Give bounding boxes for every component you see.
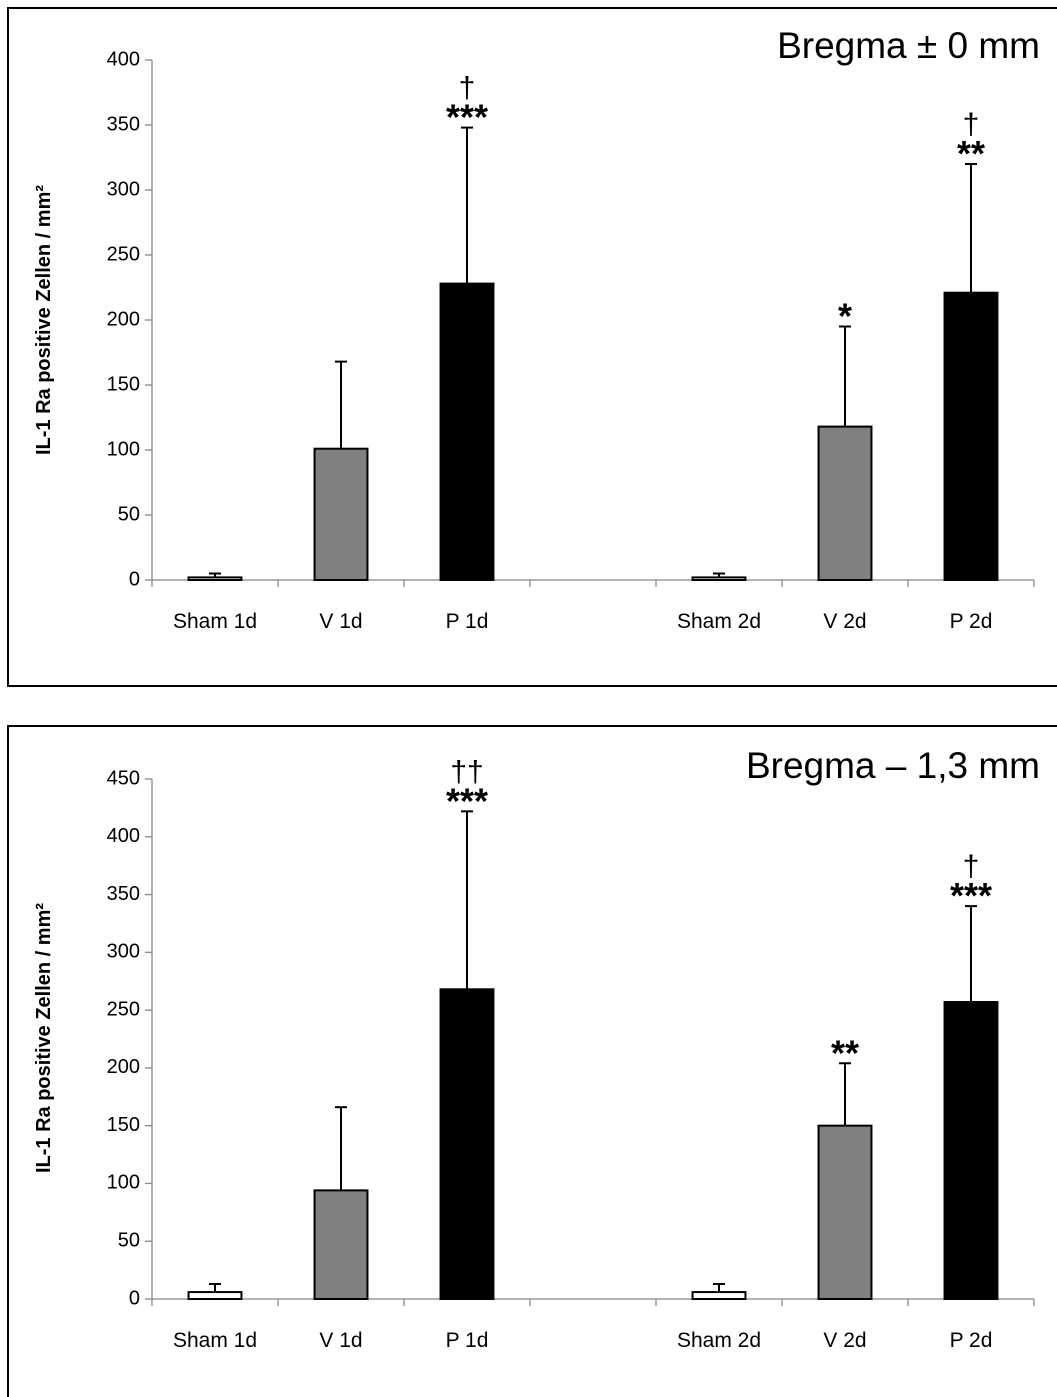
bar	[817, 1124, 873, 1300]
x-tick-label: V 1d	[319, 1329, 362, 1352]
y-tick-label: 100	[107, 438, 140, 460]
chart-frame	[7, 725, 1057, 1397]
chart-panel-bottom: 0 50 100 150 200 250 300 350 400 450 IL-1 Ra posit…	[0, 720, 1057, 1397]
y-tick-label: 400	[107, 825, 140, 847]
significance-dagger: †	[459, 72, 476, 105]
significance-stars: ***	[446, 97, 488, 138]
chart-title: Bregma – 1,3 mm	[746, 745, 1040, 786]
bar	[187, 1291, 243, 1300]
y-tick-label: 150	[107, 373, 140, 395]
x-tick-label: Sham 2d	[677, 610, 761, 633]
x-tick-label: Sham 1d	[173, 1329, 257, 1352]
y-tick-label: 200	[107, 1056, 140, 1078]
x-tick-label: V 1d	[319, 610, 362, 633]
x-tick-label: P 2d	[950, 1329, 993, 1352]
y-tick-label: 250	[107, 243, 140, 265]
bar	[691, 576, 747, 582]
x-tick-label: Sham 1d	[173, 610, 257, 633]
significance-stars: **	[957, 133, 985, 174]
y-tick-label: 0	[129, 1287, 140, 1309]
significance-dagger: †	[963, 850, 980, 883]
x-tick-label: V 2d	[823, 610, 866, 633]
chart-title: Bregma ± 0 mm	[777, 25, 1040, 66]
y-tick-label: 400	[107, 48, 140, 70]
y-tick-label: 300	[107, 178, 140, 200]
x-tick-label: P 2d	[950, 610, 993, 633]
y-tick-label: 250	[107, 998, 140, 1020]
y-tick-label: 350	[107, 883, 140, 905]
y-tick-label: 50	[118, 1230, 140, 1252]
chart-frame	[7, 7, 1057, 687]
x-tick-label: P 1d	[446, 610, 489, 633]
y-tick-label: 0	[129, 568, 140, 590]
x-tick-label: V 2d	[823, 1329, 866, 1352]
bar	[439, 988, 495, 1300]
significance-stars: ***	[950, 875, 992, 916]
bar	[943, 1001, 999, 1300]
x-tick-label: Sham 2d	[677, 1329, 761, 1352]
y-tick-label: 300	[107, 941, 140, 963]
y-tick-label: 450	[107, 767, 140, 789]
bar	[817, 425, 873, 581]
bar	[439, 282, 495, 581]
bar	[313, 1189, 369, 1300]
y-tick-label: 350	[107, 113, 140, 135]
y-axis-label: IL-1 Ra positive Zellen / mm²	[33, 185, 55, 455]
y-tick-label: 50	[118, 503, 140, 525]
significance-stars: *	[838, 296, 852, 337]
significance-stars: **	[831, 1032, 859, 1073]
y-tick-label: 150	[107, 1114, 140, 1136]
bar-chart-bregma-0: 0 50 100 150 200 250 300 350 400 IL-1 Ra positive…	[7, 7, 1057, 687]
y-axis-label: IL-1 Ra positive Zellen / mm²	[33, 903, 55, 1173]
y-tick-label: 100	[107, 1172, 140, 1194]
x-tick-label: P 1d	[446, 1329, 489, 1352]
bar	[187, 576, 243, 582]
significance-dagger: †	[963, 108, 980, 141]
bar-chart-bregma-1-3: 0 50 100 150 200 250 300 350 400 450 IL-1 Ra posit…	[7, 725, 1057, 1397]
significance-stars: ***	[446, 780, 488, 821]
bar	[313, 447, 369, 582]
chart-panel-top: 0 50 100 150 200 250 300 350 400 IL-1 Ra positive…	[0, 0, 1057, 690]
y-tick-label: 200	[107, 308, 140, 330]
bar	[691, 1291, 747, 1300]
significance-dagger: ††	[450, 755, 483, 788]
bar	[943, 291, 999, 581]
